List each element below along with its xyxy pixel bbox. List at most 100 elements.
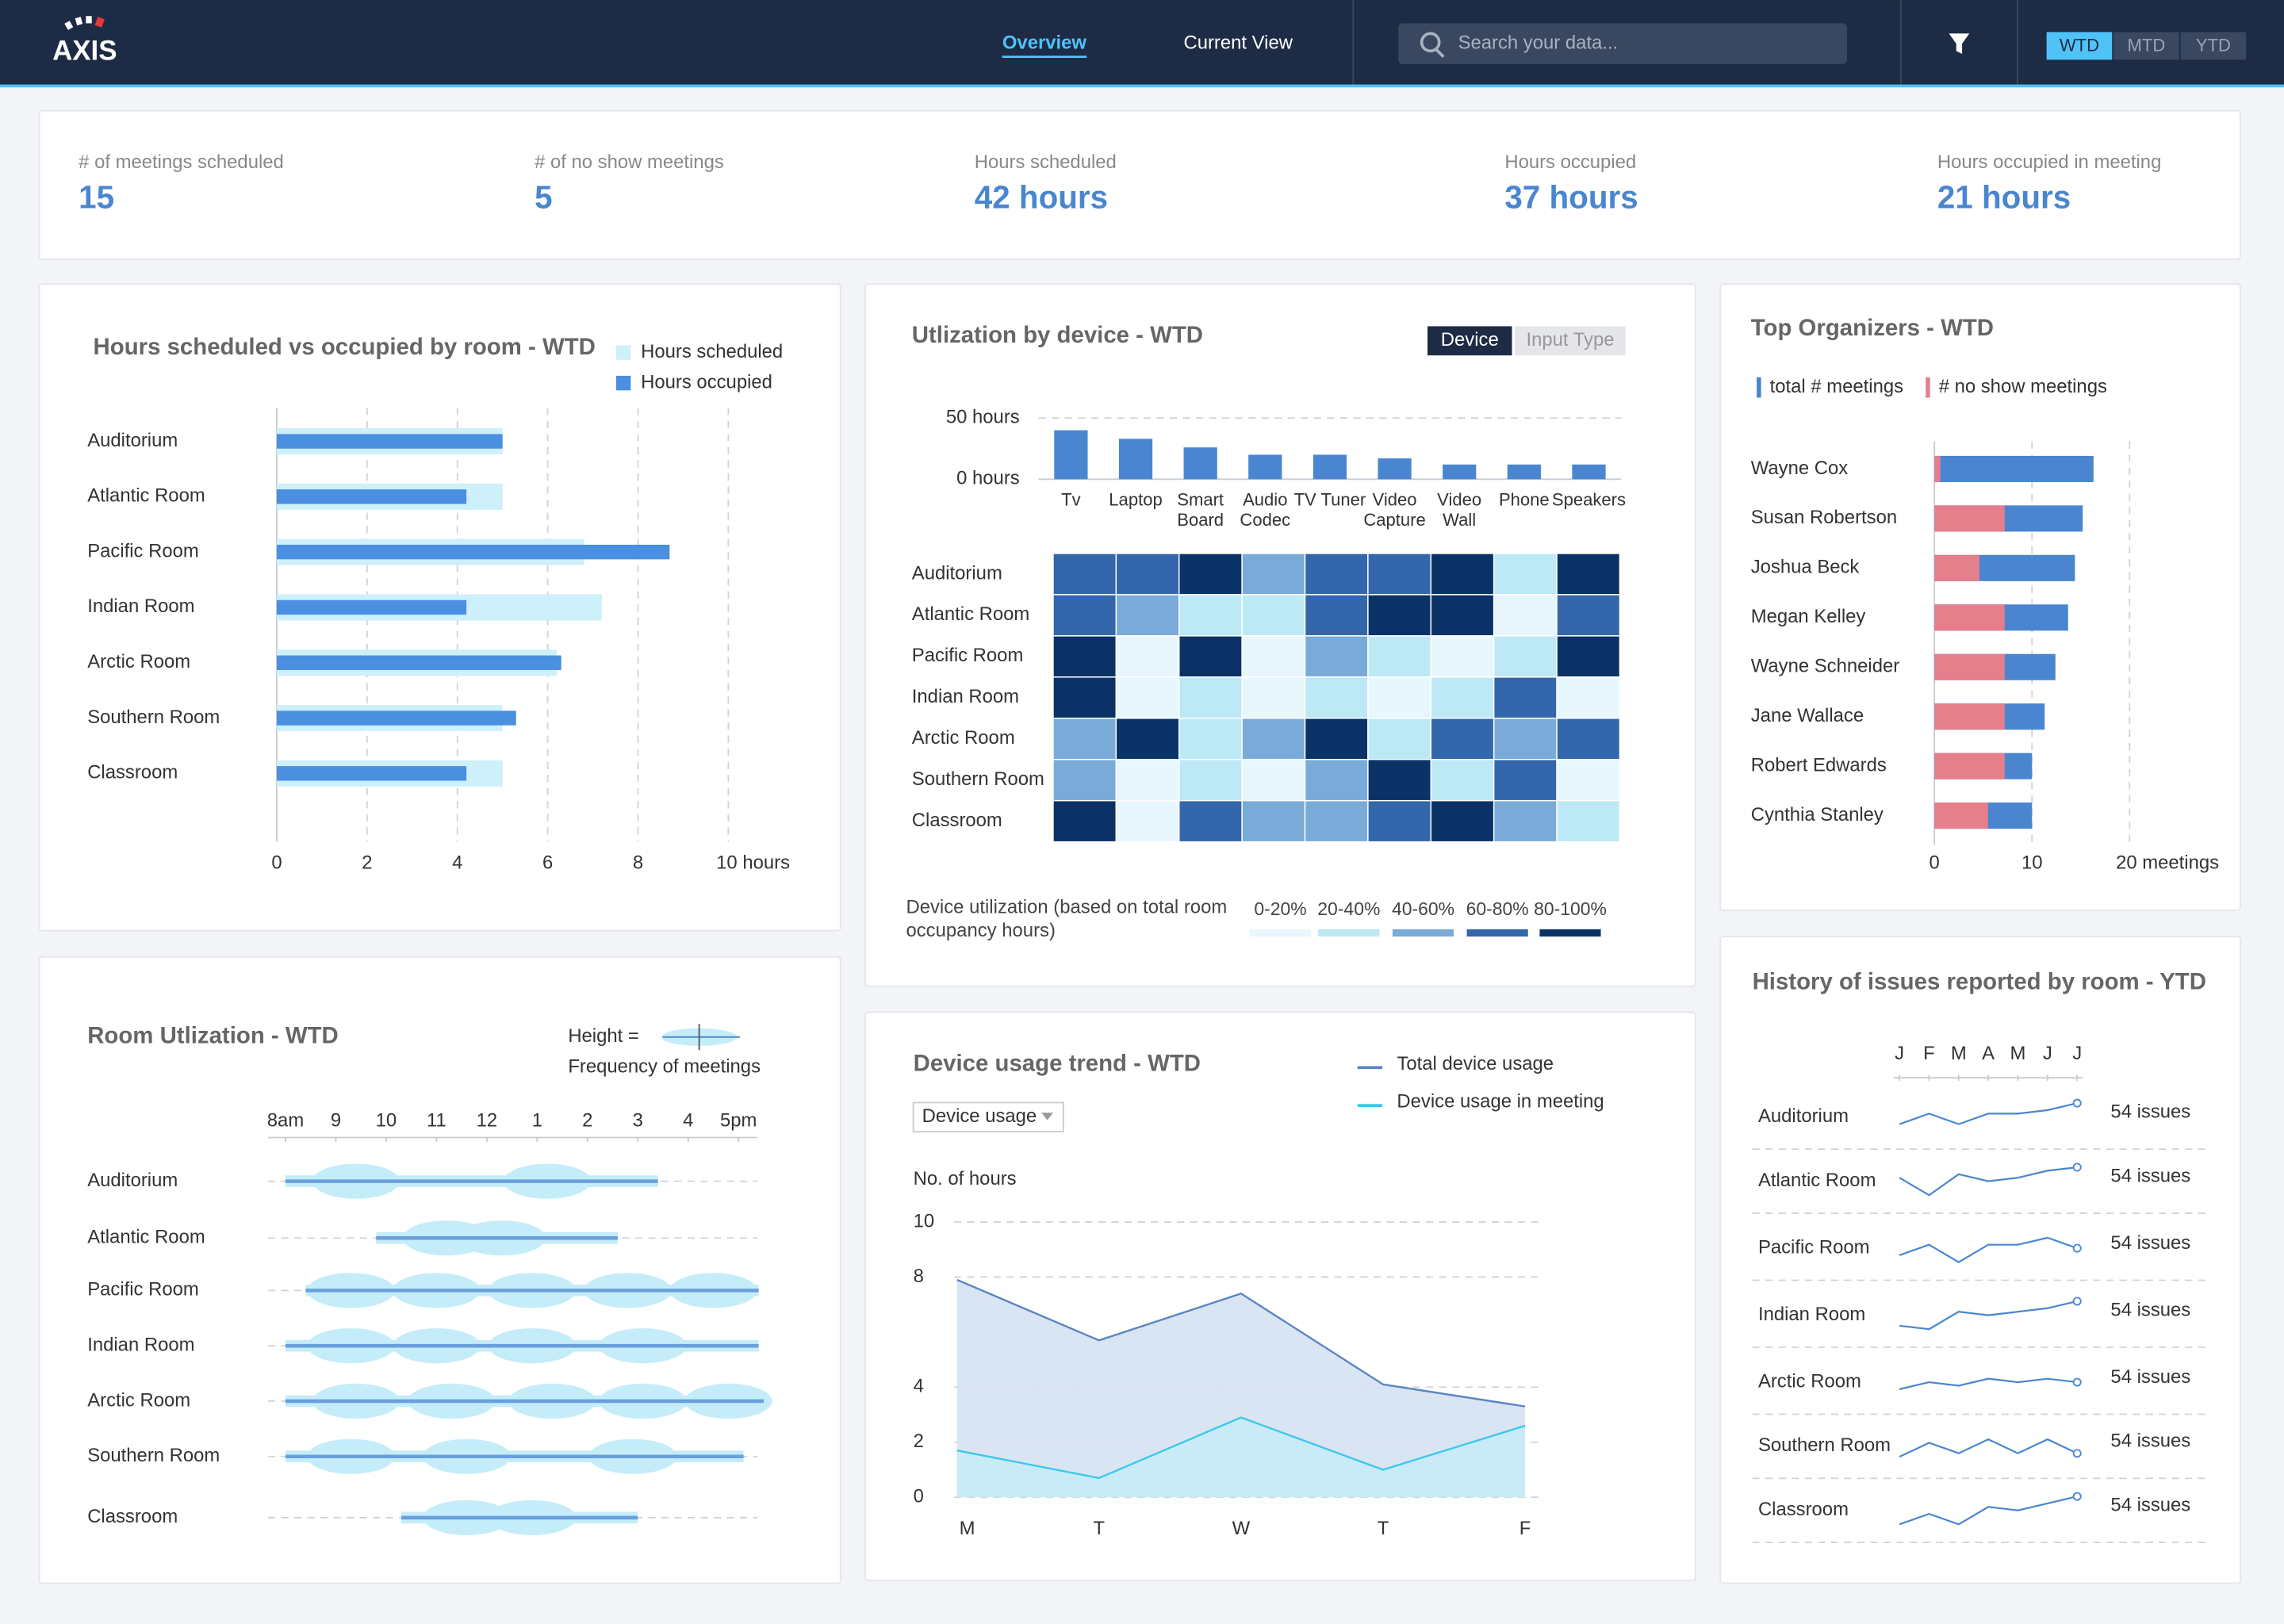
- chart-title: Room Utlization - WTD: [87, 1023, 339, 1049]
- logo: AXIS: [52, 35, 117, 66]
- heatmap-cell: [1493, 553, 1558, 596]
- x-tick-label: Video Capture: [1363, 489, 1426, 530]
- x-tick-label: 2: [582, 1110, 592, 1132]
- x-tick-label: Tv: [1061, 489, 1081, 510]
- month-label: F: [1923, 1043, 1935, 1064]
- y-tick-label: Robert Edwards: [1751, 754, 1887, 776]
- heatmap-cell: [1178, 594, 1243, 637]
- heatmap-cell: [1430, 676, 1495, 719]
- bar: [276, 489, 467, 504]
- toggle-button[interactable]: [1428, 326, 1512, 356]
- last-point: [2072, 1449, 2082, 1458]
- total-label: 54 issues: [2110, 1299, 2190, 1320]
- heatmap-cell: [1115, 676, 1180, 719]
- bar: [1507, 464, 1541, 480]
- x-tick-label: 8am: [267, 1110, 304, 1132]
- y-tick-label: Southern Room: [87, 707, 220, 728]
- filter-button[interactable]: [1949, 33, 1970, 54]
- dropdown[interactable]: [912, 1101, 1064, 1133]
- month-label: A: [1982, 1043, 1995, 1064]
- legend-title-box: Device utilization (based on total room …: [906, 896, 1227, 941]
- heatmap-cell: [1241, 635, 1306, 678]
- kpi-label: # of no show meetings: [535, 151, 724, 173]
- row-label: Indian Room: [912, 686, 1019, 707]
- bar: [1183, 447, 1217, 480]
- heatmap-cell: [1052, 553, 1117, 596]
- x-tick-label-box: Video Wall: [1437, 489, 1481, 530]
- x-tick-label: 0: [1930, 852, 1940, 874]
- x-tick-label: 1: [532, 1110, 542, 1132]
- nav-link[interactable]: Current View: [1183, 32, 1293, 53]
- toggle-label: Device: [1441, 329, 1499, 350]
- bar: [1934, 455, 2094, 482]
- kpi-value: 21 hours: [1937, 178, 2071, 215]
- x-tick-label: Speakers: [1551, 489, 1626, 510]
- kpi-value: 42 hours: [975, 178, 1108, 215]
- legend-swatch: [1392, 929, 1454, 937]
- legend-label: 80-100%: [1534, 898, 1607, 919]
- bar: [1934, 604, 2005, 631]
- month-label: M: [1951, 1043, 1967, 1064]
- sparkline: [1899, 1166, 2078, 1197]
- heatmap-cell: [1178, 676, 1243, 719]
- bar: [1572, 464, 1606, 480]
- search-field[interactable]: [1398, 23, 1847, 64]
- chart-title: Top Organizers - WTD: [1751, 315, 1994, 341]
- heatmap-cell: [1493, 759, 1558, 802]
- heatmap-cell: [1430, 553, 1495, 596]
- x-tick-label: 10: [376, 1110, 397, 1132]
- x-tick-label: 4: [683, 1110, 693, 1132]
- heatmap-cell: [1115, 759, 1180, 802]
- x-tick-label: 5pm: [720, 1110, 757, 1132]
- last-point: [2072, 1243, 2082, 1253]
- heatmap-cell: [1304, 676, 1369, 719]
- total-label: 54 issues: [2110, 1431, 2190, 1452]
- period-button[interactable]: [2113, 32, 2179, 60]
- row-label: Indian Room: [1758, 1304, 1865, 1325]
- legend-swatch: [1318, 929, 1380, 937]
- x-tick-label: Laptop: [1109, 489, 1163, 510]
- bar: [1378, 458, 1412, 480]
- heatmap-cell: [1367, 718, 1432, 760]
- heatmap-cell: [1304, 718, 1369, 760]
- x-tick-label: W: [1232, 1518, 1251, 1539]
- search-box[interactable]: Search your data...: [1398, 23, 1847, 64]
- bar: [1934, 653, 2005, 680]
- x-tick-label: 0: [271, 852, 282, 874]
- period-button[interactable]: [2180, 32, 2247, 60]
- heatmap-cell: [1241, 799, 1306, 843]
- toggle-button[interactable]: [1515, 326, 1626, 356]
- bar: [1934, 802, 1988, 829]
- sparkline: [1899, 1438, 2078, 1458]
- row-label: Arctic Room: [912, 727, 1015, 749]
- period-button[interactable]: [2046, 32, 2113, 60]
- row-label: Classroom: [912, 810, 1002, 831]
- heatmap-cell: [1556, 799, 1621, 843]
- heatmap-cell: [1052, 676, 1117, 719]
- x-tick-label-box: Speakers: [1551, 489, 1626, 510]
- bar: [1248, 454, 1282, 480]
- row-label: Auditorium: [1758, 1105, 1849, 1127]
- sparkline: [1899, 1496, 2078, 1526]
- bar: [1934, 554, 1979, 581]
- heatmap-cell: [1430, 635, 1495, 678]
- bar: [1934, 703, 2005, 730]
- heatmap-cell: [1241, 676, 1306, 719]
- heatmap-cell: [1115, 799, 1180, 843]
- heatmap-cell: [1304, 553, 1369, 596]
- row-label: Pacific Room: [912, 645, 1024, 666]
- legend-label: Total device usage: [1397, 1053, 1554, 1074]
- y-tick-label: Arctic Room: [87, 651, 190, 672]
- bar: [276, 599, 467, 615]
- legend-swatch: [1757, 377, 1761, 398]
- nav-link[interactable]: Overview: [1002, 32, 1087, 53]
- x-tick-label: 3: [633, 1110, 643, 1132]
- y-tick-label: Wayne Schneider: [1751, 656, 1899, 677]
- y-tick-label: 8: [914, 1266, 924, 1287]
- month-label: M: [2010, 1043, 2026, 1064]
- legend-swatch: [1466, 929, 1528, 937]
- legend-label: Height =: [568, 1025, 639, 1047]
- x-tick-label: 10 hours: [716, 852, 790, 874]
- row-label: Classroom: [1758, 1499, 1849, 1520]
- x-tick-label: 12: [477, 1110, 498, 1132]
